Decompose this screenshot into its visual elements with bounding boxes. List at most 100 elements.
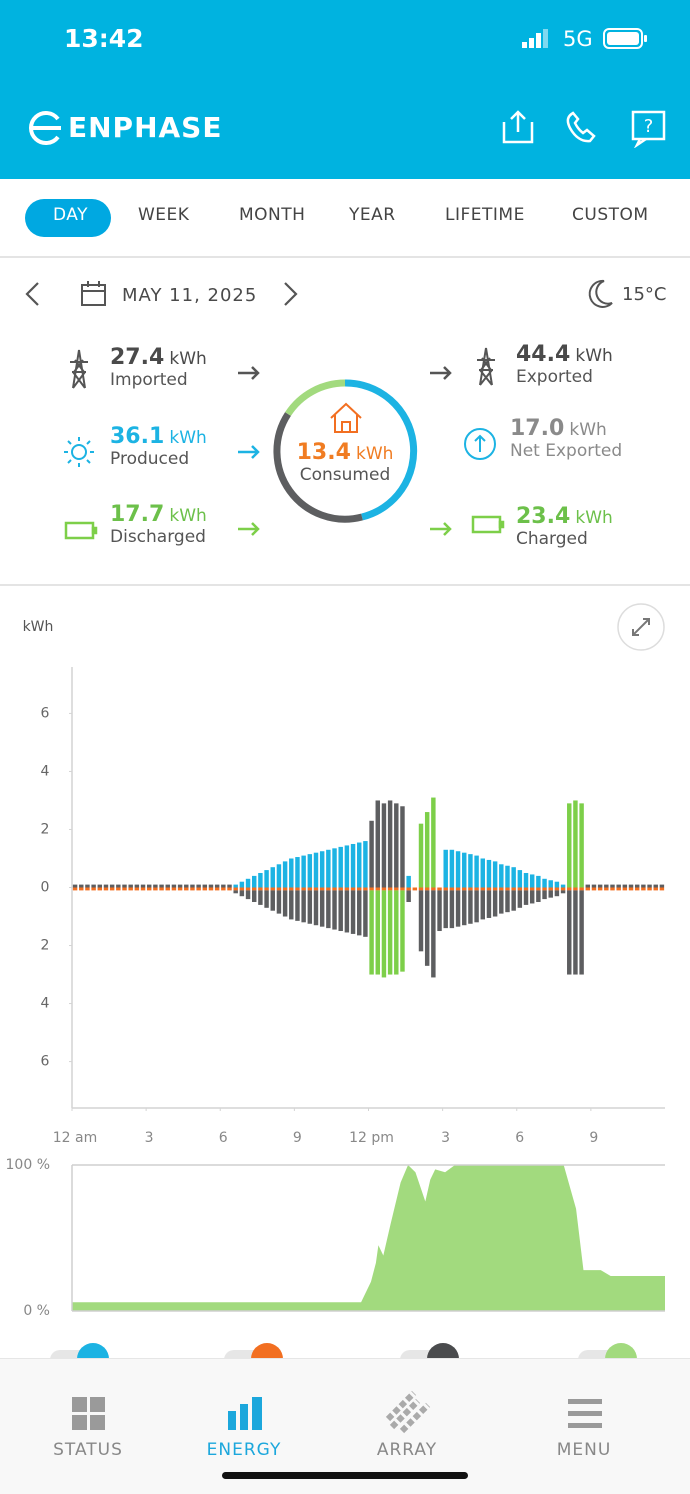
bar-segment <box>418 890 424 952</box>
bar-segment <box>424 887 430 891</box>
bar-segment <box>449 890 455 929</box>
unit: kWh <box>169 506 207 526</box>
y-tick-label: 6 <box>41 705 50 721</box>
bar-segment <box>400 887 405 891</box>
bar-segment <box>233 890 238 894</box>
bar-segment <box>153 887 158 891</box>
bar-segment <box>72 887 78 891</box>
bar-segment <box>97 887 103 891</box>
bar-segment <box>85 887 90 891</box>
tab[interactable]: YEAR <box>349 205 396 225</box>
bar-segment <box>184 887 189 891</box>
bar-segment <box>103 887 109 891</box>
bar-segment <box>245 887 251 891</box>
nav-item[interactable]: STATUS <box>53 1440 123 1460</box>
bar-segment <box>307 854 313 888</box>
bar-segment <box>202 884 208 888</box>
bar-segment <box>492 861 498 888</box>
bar-segment <box>455 890 461 927</box>
tab[interactable]: DAY <box>53 205 88 225</box>
header: 13:42 5G ENPHASE ? <box>0 0 690 179</box>
summary-graphics <box>64 347 505 540</box>
bar-segment <box>295 890 300 921</box>
bar-segment <box>628 887 634 891</box>
bar-segment <box>196 884 201 888</box>
brand-name: ENPHASE <box>68 111 223 144</box>
nav-item[interactable]: ARRAY <box>376 1440 438 1460</box>
bar-segment <box>511 867 516 888</box>
x-tick-label: 12 pm <box>349 1130 394 1146</box>
bar-segment <box>418 823 424 888</box>
y-tick-label: 0 % <box>23 1303 50 1319</box>
nav-item[interactable]: MENU <box>556 1440 612 1460</box>
bar-segment <box>233 887 238 891</box>
bar-segment <box>326 849 331 888</box>
export-icon <box>464 428 496 460</box>
bar-segment <box>165 884 170 888</box>
bar-segment <box>499 887 504 891</box>
imported-stat: 27.4 kWh Imported <box>110 345 207 390</box>
bar-segment <box>567 887 572 891</box>
bar-segment <box>554 890 560 897</box>
divider <box>0 584 690 586</box>
series-toggles[interactable] <box>0 1336 690 1360</box>
bar-segment <box>221 884 226 888</box>
y-tick-label: 2 <box>41 938 50 954</box>
bar-segment <box>375 800 380 888</box>
header-actions[interactable]: ? <box>500 108 670 148</box>
next-arrow[interactable] <box>284 282 298 306</box>
bar-segment <box>177 887 183 891</box>
bar-segment <box>529 890 535 904</box>
bar-segment <box>517 870 523 888</box>
unit: kWh <box>569 420 607 440</box>
bar-segment <box>307 887 313 891</box>
prev-arrow[interactable] <box>25 282 39 306</box>
bar-segment <box>505 887 510 891</box>
bar-segment <box>560 887 566 891</box>
bar-segment <box>357 887 362 891</box>
bar-segment <box>468 890 473 924</box>
signal-icon <box>522 29 548 48</box>
bar-segment <box>190 887 195 891</box>
bar-segment <box>252 875 257 888</box>
bar-segment <box>492 890 498 917</box>
label: Charged <box>516 529 588 549</box>
bar-segment <box>301 887 306 891</box>
bar-segment <box>363 887 368 891</box>
bar-segment <box>326 887 331 891</box>
bar-segment <box>319 890 325 927</box>
bar-segment <box>616 887 621 891</box>
value: 17.7 <box>110 502 165 527</box>
bar-segment <box>431 887 436 891</box>
bar-segment <box>350 890 356 934</box>
energy-chart: kWh 6 4 2 0 2 4 6 12 am 3 6 9 12 pm 3 6 9 <box>23 603 665 1146</box>
bar-segment <box>387 800 393 888</box>
bottom-nav <box>0 1358 690 1494</box>
bar-segment <box>381 887 387 891</box>
bar-segment <box>567 890 572 975</box>
bar-segment <box>344 890 350 933</box>
bar-segment <box>381 890 387 978</box>
active-tab-pill[interactable] <box>25 199 111 237</box>
tab[interactable]: LIFETIME <box>445 205 525 225</box>
bar-segment <box>196 887 201 891</box>
bar-segment <box>295 857 300 888</box>
net-exported-stat: 17.0 kWh Net Exported <box>510 416 622 461</box>
tab[interactable]: MONTH <box>239 205 306 225</box>
y-tick-label: 4 <box>41 763 50 779</box>
expand-button[interactable] <box>617 603 665 651</box>
bar-segment <box>165 887 170 891</box>
bar-segment <box>597 887 603 891</box>
bar-segment <box>289 890 294 920</box>
tab[interactable]: CUSTOM <box>572 205 649 225</box>
bar-segment <box>363 890 368 937</box>
nav-item[interactable]: ENERGY <box>206 1440 282 1460</box>
bar-segment <box>307 890 313 924</box>
bar-segment <box>659 887 665 891</box>
tab[interactable]: WEEK <box>138 205 190 225</box>
bar-segment <box>332 890 337 930</box>
bar-segment <box>659 884 665 888</box>
unit: kWh <box>575 508 613 528</box>
bar-segment <box>184 884 189 888</box>
bar-segment <box>79 884 84 888</box>
